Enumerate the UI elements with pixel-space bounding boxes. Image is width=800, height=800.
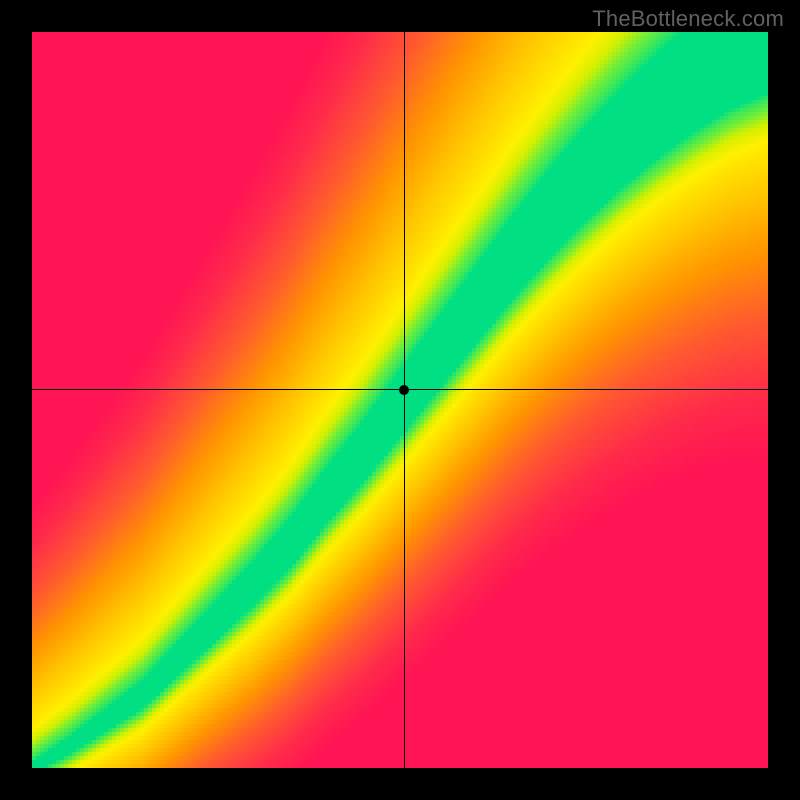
heatmap-canvas <box>32 32 768 768</box>
watermark-text: TheBottleneck.com <box>592 6 784 32</box>
plot-area <box>32 32 768 768</box>
crosshair-marker <box>399 385 409 395</box>
chart-frame: TheBottleneck.com <box>0 0 800 800</box>
crosshair-vertical <box>404 32 405 768</box>
